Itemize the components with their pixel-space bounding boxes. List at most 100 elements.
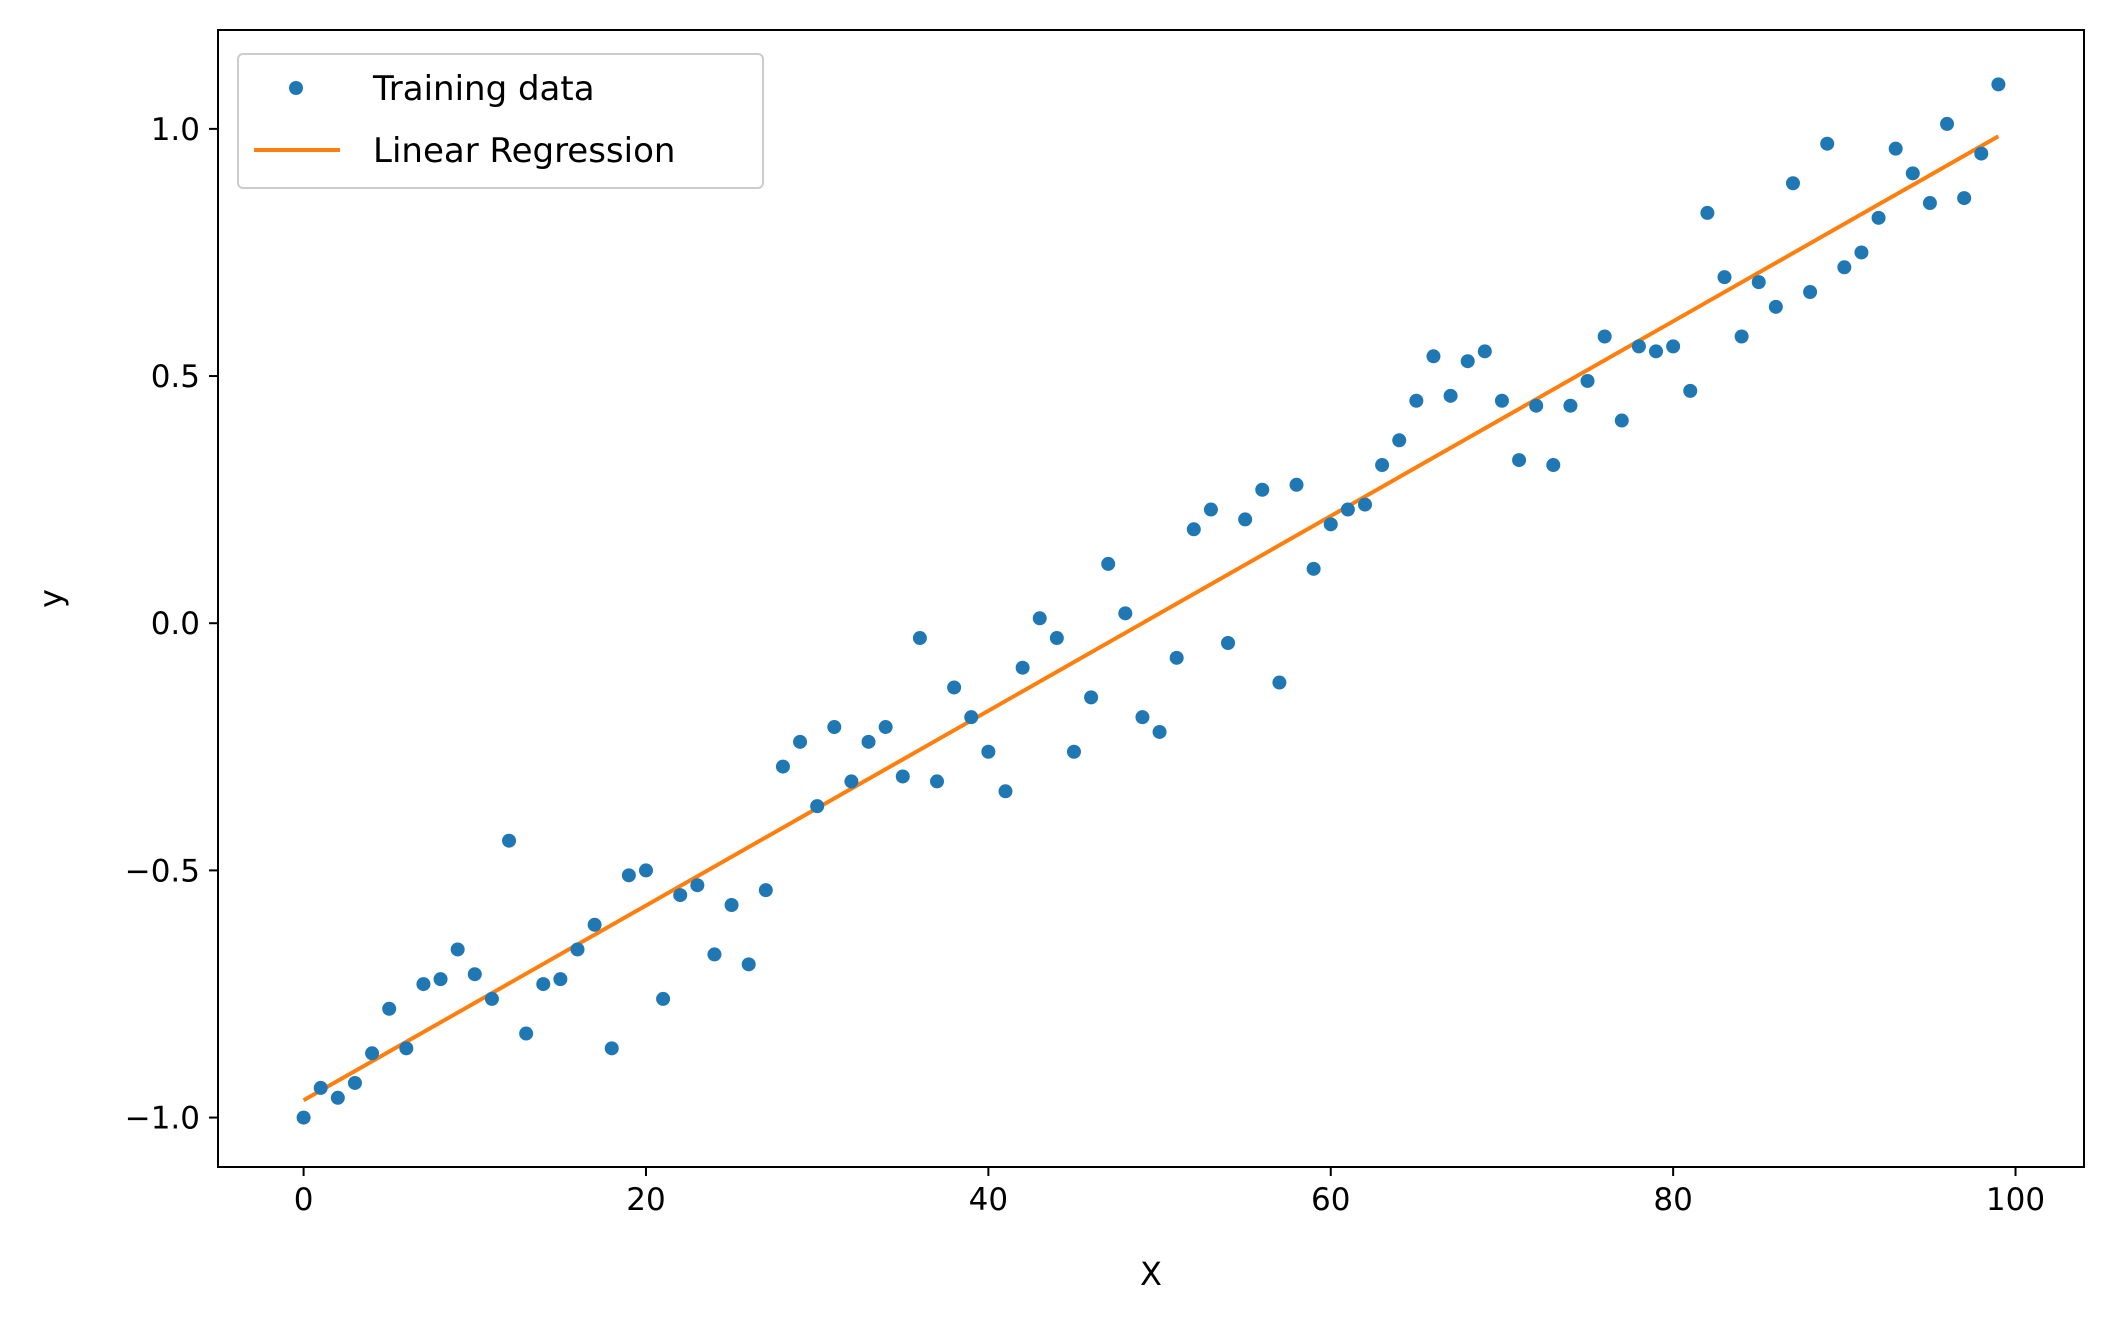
y-tick-label: −0.5 [125,853,200,889]
y-axis-label: y [32,589,70,608]
data-point [793,734,808,749]
data-point [1563,398,1578,413]
data-point [758,883,773,898]
data-point [912,631,927,646]
data-point [1580,373,1595,388]
data-point [1152,724,1167,739]
data-point [536,977,551,992]
plot-area [296,77,2006,1125]
data-point [981,744,996,759]
data-point [347,1075,362,1090]
x-tick-label: 0 [294,1182,314,1218]
data-point [399,1041,414,1056]
data-point [1820,136,1835,151]
data-point [1306,561,1321,576]
data-point [1357,497,1372,512]
data-point [1066,744,1081,759]
data-point [707,947,722,962]
data-point [1649,344,1664,359]
data-point [1888,141,1903,156]
data-point [621,868,636,883]
data-point [296,1110,311,1125]
data-point [1289,477,1304,492]
data-point [810,799,825,814]
y-tick-label: 0.5 [151,359,200,395]
data-point [1854,245,1869,260]
data-point [1169,650,1184,665]
data-point [947,680,962,695]
data-point [741,957,756,972]
data-point [1922,196,1937,211]
legend: Training data Linear Regression [237,53,764,189]
data-point [433,972,448,987]
data-point [964,710,979,725]
data-point [1803,285,1818,300]
data-point [416,977,431,992]
legend-label-training-data: Training data [372,69,595,109]
axes: 0 20 40 60 80 100 −1.0 −0.5 0.0 0.5 1.0 [125,29,2085,1218]
data-point [1460,354,1475,369]
data-point [382,1001,397,1016]
regression-line [302,134,2000,1103]
data-point [1032,611,1047,626]
data-point [690,878,705,893]
data-point [1597,329,1612,344]
data-point [1084,690,1099,705]
data-point [775,759,790,774]
data-point [519,1026,534,1041]
data-point [1443,388,1458,403]
data-point [1409,393,1424,408]
data-point [673,888,688,903]
data-point [502,833,517,848]
legend-label-linear-regression: Linear Regression [373,131,675,171]
data-point [467,967,482,982]
axes-frame [217,29,2085,1168]
data-point [1905,166,1920,181]
data-point [484,991,499,1006]
data-point [656,991,671,1006]
data-point [827,720,842,735]
data-point [1494,393,1509,408]
data-point [861,734,876,749]
data-point [330,1090,345,1105]
data-point [604,1041,619,1056]
data-point [1238,512,1253,527]
data-point [1785,176,1800,191]
data-point [1477,344,1492,359]
data-point [1101,556,1116,571]
data-point [1717,270,1732,285]
data-point [313,1080,328,1095]
data-point [1700,205,1715,220]
data-point [1135,710,1150,725]
x-tick-label: 20 [626,1182,665,1218]
data-point [1734,329,1749,344]
data-point [1221,635,1236,650]
data-point [450,942,465,957]
data-point [1340,502,1355,517]
y-tick-label: 1.0 [151,112,200,148]
data-point [1768,299,1783,314]
x-tick-label: 60 [1311,1182,1350,1218]
data-point [570,942,585,957]
x-axis-label: X [1140,1255,1162,1293]
data-point [1940,116,1955,131]
data-point [895,769,910,784]
data-point [1272,675,1287,690]
data-point [1974,146,1989,161]
data-point [1837,260,1852,275]
legend-marker-training-data [289,81,303,95]
data-point [1991,77,2006,92]
data-point [1255,482,1270,497]
y-tick-label: −1.0 [125,1101,200,1137]
data-point [878,720,893,735]
x-tick-label: 80 [1653,1182,1692,1218]
data-point [1957,191,1972,206]
data-point [1751,275,1766,290]
data-point [844,774,859,789]
data-point [1546,458,1561,473]
data-point [365,1046,380,1061]
data-point [1426,349,1441,364]
data-point [724,897,739,912]
data-point [553,972,568,987]
